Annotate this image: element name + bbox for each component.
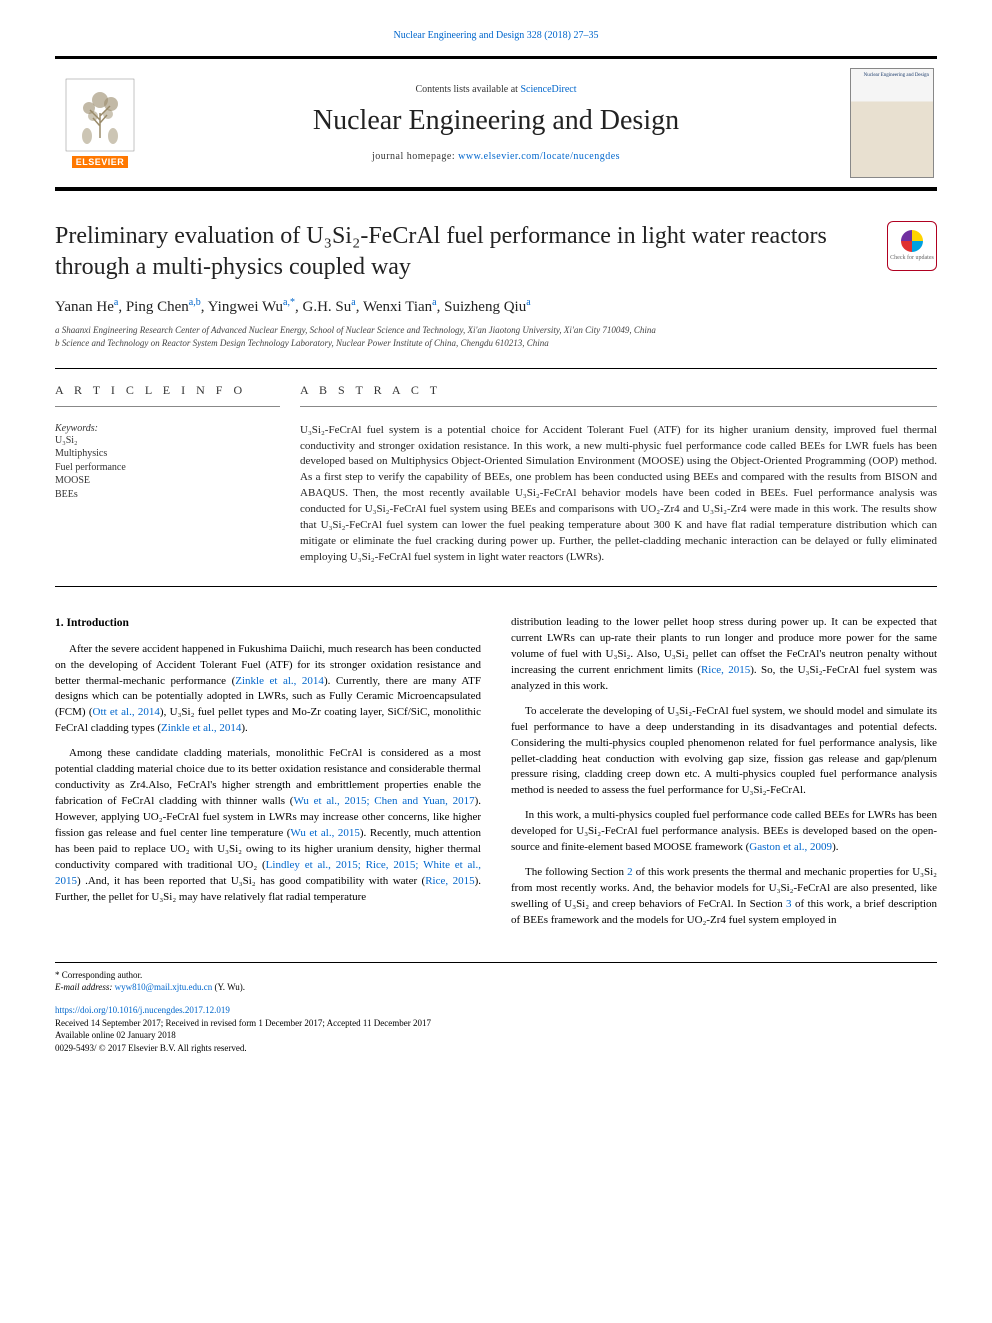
- article-info: A R T I C L E I N F O Keywords: U₃Si₂ Mu…: [55, 369, 300, 586]
- paragraph: To accelerate the developing of U₃Si₂-Fe…: [511, 704, 937, 800]
- paragraph: The following Section 2 of this work pre…: [511, 865, 937, 929]
- homepage-link[interactable]: www.elsevier.com/locate/nucengdes: [458, 151, 620, 162]
- journal-header: ELSEVIER Contents lists available at Sci…: [55, 56, 937, 191]
- email-link[interactable]: wyw810@mail.xjtu.edu.cn: [115, 982, 213, 992]
- elsevier-logo: ELSEVIER: [55, 59, 145, 187]
- received-line: Received 14 September 2017; Received in …: [55, 1017, 937, 1030]
- page: Nuclear Engineering and Design 328 (2018…: [0, 0, 992, 1094]
- paragraph: After the severe accident happened in Fu…: [55, 642, 481, 738]
- keyword: Multiphysics: [55, 447, 280, 461]
- keyword: MOOSE: [55, 474, 280, 488]
- homepage-prefix: journal homepage:: [372, 151, 458, 162]
- corresponding-author: * Corresponding author.: [55, 969, 937, 982]
- sciencedirect-link[interactable]: ScienceDirect: [520, 84, 576, 95]
- email-label: E-mail address:: [55, 982, 115, 992]
- keyword: Fuel performance: [55, 461, 280, 475]
- check-updates-badge[interactable]: Check for updates: [887, 221, 937, 271]
- journal-title: Nuclear Engineering and Design: [313, 105, 679, 137]
- left-column: 1. Introduction After the severe acciden…: [55, 615, 481, 938]
- abstract: A B S T R A C T U₃Si₂-FeCrAl fuel system…: [300, 369, 937, 586]
- doi-link[interactable]: https://doi.org/10.1016/j.nucengdes.2017…: [55, 1005, 230, 1015]
- available-line: Available online 02 January 2018: [55, 1029, 937, 1042]
- top-citation: Nuclear Engineering and Design 328 (2018…: [55, 30, 937, 41]
- section-head-intro: 1. Introduction: [55, 615, 481, 632]
- email-line: E-mail address: wyw810@mail.xjtu.edu.cn …: [55, 981, 937, 994]
- article-info-head: A R T I C L E I N F O: [55, 383, 280, 407]
- homepage-line: journal homepage: www.elsevier.com/locat…: [372, 151, 620, 162]
- cover-title: Nuclear Engineering and Design: [864, 73, 929, 78]
- authors: Yanan Hea, Ping Chena,b, Yingwei Wua,*, …: [55, 297, 937, 316]
- footnotes: * Corresponding author. E-mail address: …: [55, 962, 937, 1055]
- paragraph: distribution leading to the lower pellet…: [511, 615, 937, 695]
- email-suffix: (Y. Wu).: [212, 982, 245, 992]
- paragraph: Among these candidate cladding materials…: [55, 746, 481, 905]
- elsevier-tree-icon: [65, 78, 135, 152]
- affiliation-b: b Science and Technology on Reactor Syst…: [55, 337, 937, 350]
- abstract-head: A B S T R A C T: [300, 383, 937, 407]
- contents-prefix: Contents lists available at: [415, 84, 520, 95]
- journal-cover: Nuclear Engineering and Design: [847, 59, 937, 187]
- keyword: U₃Si₂: [55, 434, 280, 448]
- paragraph: In this work, a multi-physics coupled fu…: [511, 808, 937, 856]
- header-center: Contents lists available at ScienceDirec…: [145, 59, 847, 187]
- check-updates-label: Check for updates: [890, 255, 934, 263]
- article-title-text: Preliminary evaluation of U₃Si₂-FeCrAl f…: [55, 223, 827, 280]
- body-columns: 1. Introduction After the severe acciden…: [55, 615, 937, 938]
- info-abstract-row: A R T I C L E I N F O Keywords: U₃Si₂ Mu…: [55, 368, 937, 587]
- keyword: BEEs: [55, 488, 280, 502]
- right-column: distribution leading to the lower pellet…: [511, 615, 937, 938]
- top-citation-link[interactable]: Nuclear Engineering and Design 328 (2018…: [394, 30, 599, 41]
- keywords-label: Keywords:: [55, 423, 280, 434]
- crossmark-icon: [901, 230, 923, 252]
- contents-line: Contents lists available at ScienceDirec…: [415, 84, 576, 95]
- article-title: Preliminary evaluation of U₃Si₂-FeCrAl f…: [55, 221, 937, 283]
- cover-thumbnail: Nuclear Engineering and Design: [850, 68, 934, 178]
- copyright-line: 0029-5493/ © 2017 Elsevier B.V. All righ…: [55, 1042, 937, 1055]
- elsevier-label: ELSEVIER: [72, 156, 129, 168]
- affiliation-a: a Shaanxi Engineering Research Center of…: [55, 324, 937, 337]
- abstract-text: U₃Si₂-FeCrAl fuel system is a potential …: [300, 423, 937, 566]
- affiliations: a Shaanxi Engineering Research Center of…: [55, 324, 937, 349]
